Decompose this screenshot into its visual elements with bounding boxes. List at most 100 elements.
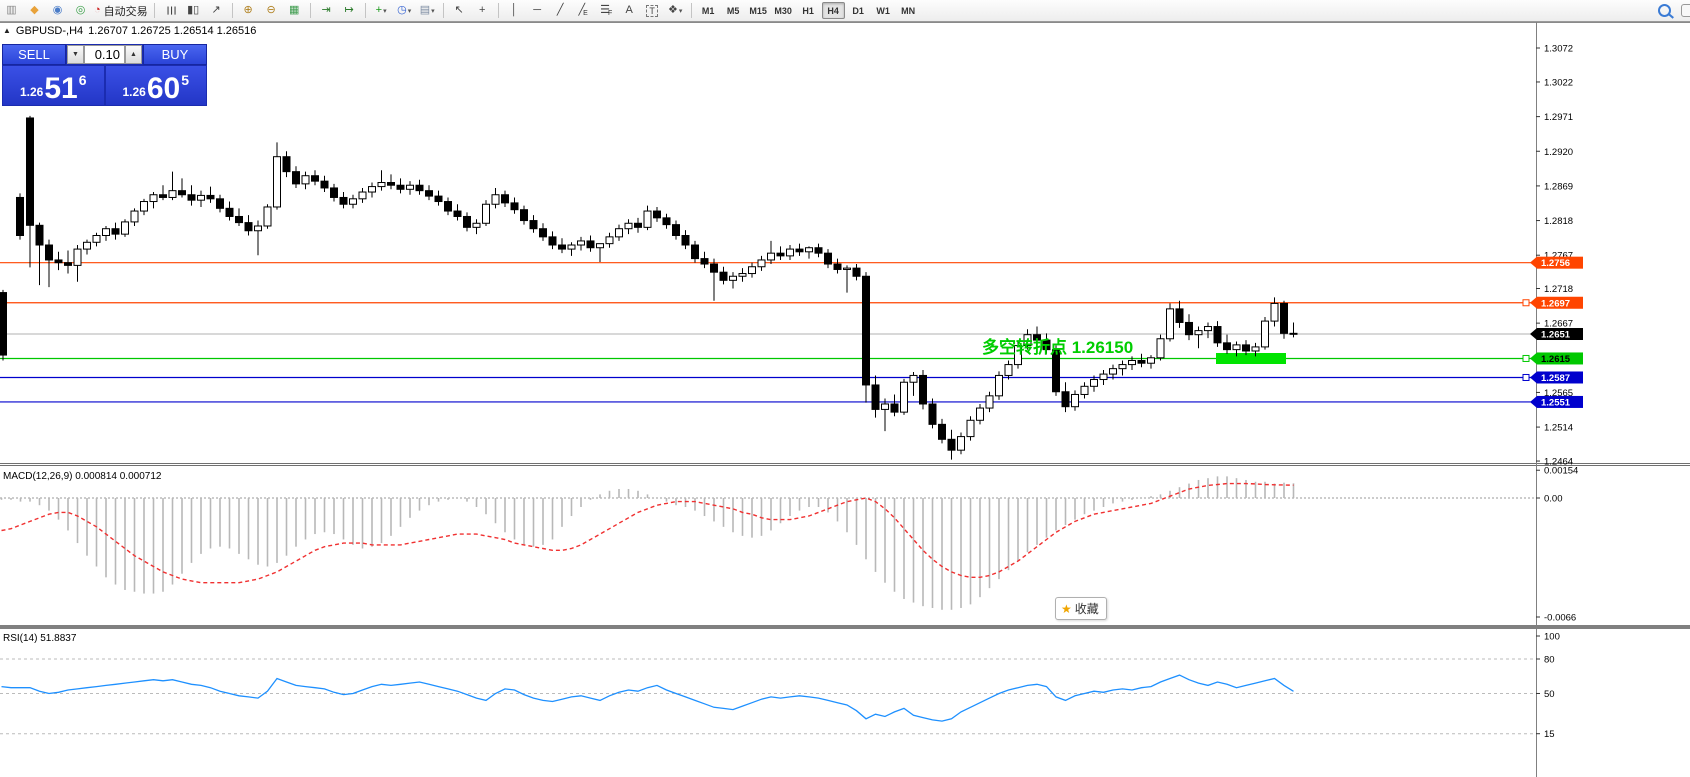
auto-scroll-icon[interactable]: ⇥ [321,4,331,16]
svg-text:50: 50 [1544,689,1555,700]
svg-text:100: 100 [1544,632,1560,643]
svg-text:1.2756: 1.2756 [1541,258,1570,269]
timeframe-button-d1[interactable]: D1 [852,5,864,16]
chart-ohlc-values: 1.26707 1.26725 1.26514 1.26516 [88,25,257,37]
svg-text:80: 80 [1544,654,1555,665]
svg-text:1.2718: 1.2718 [1544,284,1573,295]
timeframe-button-h4[interactable]: H4 [821,2,845,19]
svg-text:1.2869: 1.2869 [1544,181,1573,192]
volume-stepper: ▼ 0.10 ▲ [66,44,143,65]
buy-price-big: 60 [146,72,181,105]
star-icon: ★ [1061,601,1072,616]
arrows-icon[interactable]: ❖ ▾ [667,4,683,16]
volume-increase-button[interactable]: ▲ [125,45,142,64]
favorite-tooltip[interactable]: ★ 收藏 [1055,597,1107,620]
svg-text:1.2971: 1.2971 [1544,112,1573,123]
macd-indicator-pane[interactable]: 0.00154 0.00 -0.0066 MACD(12,26,9) 0.000814… [0,466,1578,624]
macd-signal-line [1,482,1294,584]
price-badge-1.2551 [1537,395,1583,408]
toolbar-separator [690,3,692,18]
timeframe-button-mn[interactable]: MN [901,5,916,16]
svg-text:1.3022: 1.3022 [1544,77,1573,88]
buy-price-display[interactable]: 1.26 60 5 [105,66,206,105]
line-handle[interactable] [1522,373,1530,381]
bars-chart-icon[interactable]: ☰ [164,5,177,16]
chat-icon[interactable] [1681,4,1690,17]
sell-button[interactable]: SELL [2,44,66,65]
rsi-line [1,674,1294,722]
timeframe-button-m5[interactable]: M5 [726,5,740,16]
timeframe-button-m30[interactable]: M30 [774,5,792,16]
candlestick-series[interactable] [0,115,1298,460]
cursor-icon[interactable]: ↖ [454,4,464,16]
new-order-icon[interactable]: ▥ [6,4,17,16]
chart-window[interactable]: 多空转折点 1.26150 1.3072 1.3022 1.2971 1.2920 1.2… [0,22,1690,777]
chart-title-row: ▲ GBPUSD-,H4 1.26707 1.26725 1.26514 1.2… [3,25,256,37]
turning-point-annotation[interactable]: 多空转折点 1.26150 [982,337,1133,357]
diamond-icon[interactable]: ◆ [30,4,39,16]
svg-text:0.00154: 0.00154 [1544,466,1578,477]
horizontal-line-icon[interactable]: ─ [533,4,542,16]
favorite-tooltip-label: 收藏 [1074,602,1099,616]
profile-icon[interactable]: ◉ [52,4,63,16]
zoom-out-icon[interactable]: ⊖ [266,4,276,16]
line-handle[interactable] [1522,354,1530,362]
svg-text:-0.0066: -0.0066 [1544,612,1576,623]
svg-text:1.2565: 1.2565 [1544,388,1573,399]
search-icon[interactable] [1658,4,1671,17]
line-handle[interactable] [1522,299,1530,307]
pane-separator-2[interactable] [0,625,1690,629]
toolbar-separator [153,3,155,18]
main-toolbar: ▥ ◆ ◉ ◎ ◔ 自动交易 ☰ ▮▯ ↗ ⊕ ⊖ ▦ ⇥ ↦ + ▾ ◷ ▾ ▤ ▾ ↖ + │ ─ ╱ ╱ E ☰ F A T ❖ ▾ M1 M… [0,0,1690,22]
tile-windows-icon[interactable]: ▦ [288,4,300,16]
line-chart-icon[interactable]: ↗ [211,4,221,16]
price-badge-1.2697 [1537,296,1583,309]
svg-text:1.2697: 1.2697 [1541,298,1570,309]
text-icon[interactable]: A [625,4,633,16]
rsi-indicator-pane[interactable]: 100 80 50 15 RSI(14) 51.8837 [0,632,1560,741]
buy-button[interactable]: BUY [143,44,207,65]
candlestick-chart-icon[interactable]: ▮▯ [187,4,200,16]
timeframe-button-m1[interactable]: M1 [701,5,715,16]
svg-text:1.3072: 1.3072 [1544,44,1573,55]
trendline-icon[interactable]: ╱ [556,4,564,16]
indicators-icon[interactable]: + ▾ [375,4,387,16]
autotrading-button[interactable]: ◔ 自动交易 [94,4,148,18]
zoom-in-icon[interactable]: ⊕ [243,4,253,16]
timeframe-button-w1[interactable]: W1 [876,5,890,16]
svg-text:1.2514: 1.2514 [1544,423,1573,434]
sell-price-prefix: 1.26 [19,85,44,99]
svg-text:1.2587: 1.2587 [1541,373,1570,384]
timeframe-button-h1[interactable]: H1 [802,5,814,16]
templates-icon[interactable]: ▤ ▾ [419,4,435,16]
highlight-zone[interactable] [1216,353,1286,364]
svg-text:15: 15 [1544,729,1555,740]
svg-text:1.2551: 1.2551 [1541,397,1571,408]
fibonacci-icon[interactable]: ☰ F [600,4,613,18]
sell-price-big: 51 [44,72,78,105]
volume-decrease-button[interactable]: ▼ [67,45,84,64]
timeframe-button-m15[interactable]: M15 [749,5,767,16]
signal-icon[interactable]: ◎ [75,4,86,16]
price-badge-1.2587 [1537,371,1583,384]
price-axis[interactable]: 1.3072 1.3022 1.2971 1.2920 1.2869 1.2818 1.27… [1530,44,1583,468]
rsi-label: RSI(14) 51.8837 [3,633,77,644]
sell-price-display[interactable]: 1.26 51 6 [3,66,104,105]
chart-canvas[interactable]: 多空转折点 1.26150 1.3072 1.3022 1.2971 1.2920 1.2… [0,22,1690,777]
crosshair-icon[interactable]: + [478,4,486,16]
channel-icon[interactable]: ╱ E [578,4,588,18]
toolbar-separator [309,3,311,18]
chart-shift-icon[interactable]: ↦ [344,4,354,16]
volume-input[interactable]: 0.10 [84,45,125,64]
toolbar-separator [442,3,444,18]
periods-icon[interactable]: ◷ ▾ [397,4,412,16]
chart-symbol-period: GBPUSD-,H4 [15,25,84,37]
sell-price-sup: 6 [78,72,87,88]
toolbar-separator [497,3,499,18]
vertical-line-icon[interactable]: │ [510,4,518,16]
svg-text:1.2767: 1.2767 [1544,251,1573,262]
label-icon[interactable]: T [642,1,663,20]
chart-window-icon: ▲ [3,26,11,35]
one-click-trading-panel: SELL ▼ 0.10 ▲ BUY 1.26 51 6 1.26 60 5 [2,44,207,106]
